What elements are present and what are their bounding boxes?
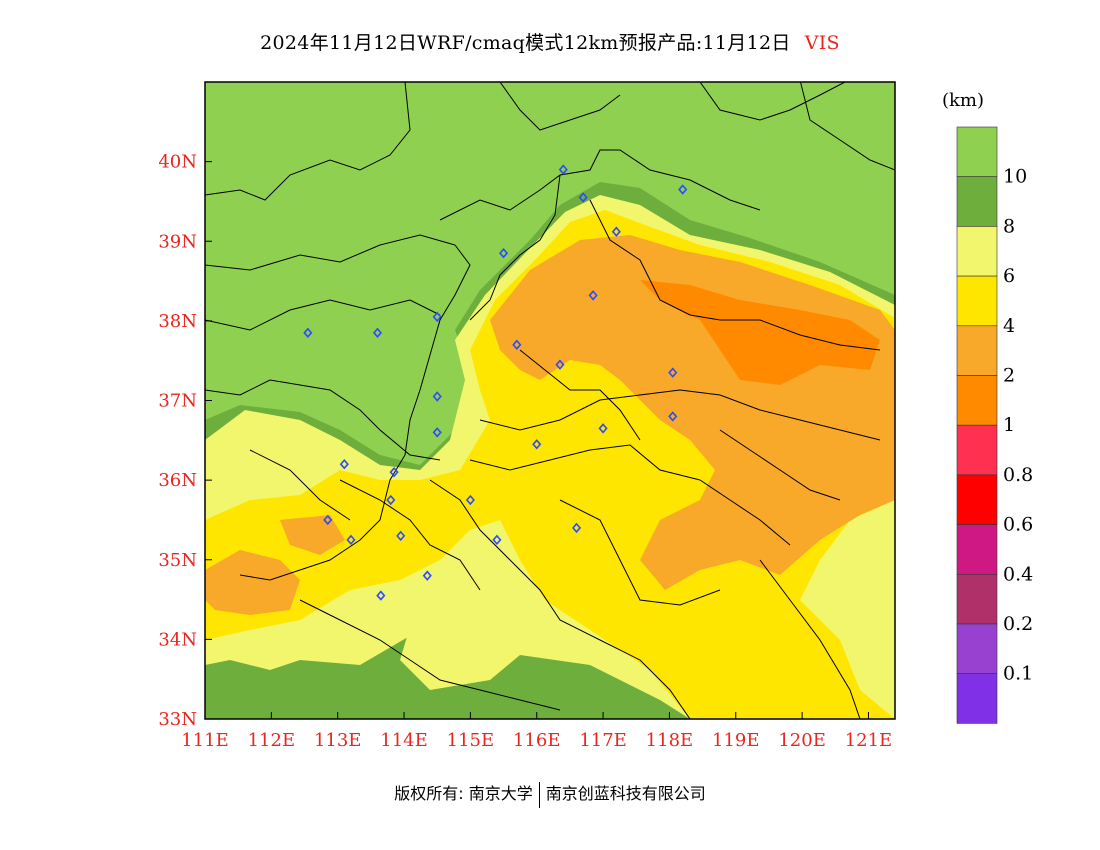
x-tick-label: 119E bbox=[712, 730, 760, 751]
station-marker bbox=[376, 590, 386, 601]
colorbar-swatch bbox=[956, 524, 998, 575]
colorbar-label: 6 bbox=[1003, 265, 1015, 287]
station-marker bbox=[323, 514, 333, 526]
title-main: 2024年11月12日WRF/cmaq模式12km预报产品:11月12日 bbox=[260, 32, 791, 54]
colorbar-label: 0.8 bbox=[1003, 464, 1033, 486]
colorbar-label: 0.1 bbox=[1003, 663, 1033, 685]
colorbar-label: 0.6 bbox=[1003, 514, 1033, 536]
station-marker bbox=[678, 184, 688, 195]
station-marker bbox=[303, 327, 313, 339]
station-marker bbox=[372, 327, 383, 339]
station-marker bbox=[386, 494, 396, 506]
y-tick-label: 39N bbox=[158, 231, 197, 252]
x-tick-label: 115E bbox=[447, 730, 495, 751]
footer-copyright: 版权所有: 南京大学 bbox=[394, 784, 533, 803]
colorbar-label: 0.4 bbox=[1003, 563, 1033, 585]
y-tick-label: 36N bbox=[158, 470, 197, 491]
x-tick-label: 120E bbox=[778, 730, 826, 751]
colorbar-label: 0.2 bbox=[1003, 613, 1033, 635]
colorbar-swatch bbox=[956, 176, 998, 227]
footer-company: 南京创蓝科技有限公司 bbox=[545, 784, 706, 803]
x-tick-label: 121E bbox=[845, 730, 893, 751]
colorbar-label: 4 bbox=[1003, 315, 1015, 337]
station-marker bbox=[571, 522, 582, 534]
colorbar-swatch bbox=[956, 375, 998, 426]
colorbar-swatch bbox=[956, 325, 998, 376]
footer: 版权所有: 南京大学 南京创蓝科技有限公司 bbox=[0, 780, 1100, 808]
station-marker bbox=[578, 192, 588, 203]
footer-separator bbox=[538, 781, 540, 808]
station-marker bbox=[432, 391, 442, 402]
colorbar-swatch bbox=[956, 573, 998, 625]
y-tick-label: 40N bbox=[158, 152, 197, 173]
colorbar-swatch bbox=[956, 226, 998, 277]
colorbar-label: 8 bbox=[1003, 215, 1015, 237]
colorbar-swatch bbox=[956, 623, 998, 675]
station-marker bbox=[432, 427, 442, 438]
colorbar-swatch bbox=[956, 673, 998, 724]
station-markers bbox=[303, 164, 688, 601]
x-tick-label: 112E bbox=[248, 730, 296, 751]
colorbar-label: 10 bbox=[1003, 166, 1027, 188]
x-tick-label: 116E bbox=[513, 730, 561, 751]
station-marker bbox=[346, 534, 356, 546]
x-tick-label: 113E bbox=[314, 730, 362, 751]
station-marker bbox=[465, 494, 475, 506]
station-marker bbox=[558, 164, 568, 175]
station-marker bbox=[611, 226, 621, 237]
colorbar-swatch bbox=[956, 126, 998, 178]
x-tick-label: 111E bbox=[181, 730, 229, 751]
station-marker bbox=[492, 534, 502, 546]
colorbar-unit: (km) bbox=[942, 90, 985, 111]
y-tick-label: 34N bbox=[158, 629, 197, 650]
x-tick-label: 117E bbox=[579, 730, 627, 751]
colorbar: 10 8 6 4 2 1 0.8 0.6 0.4 0.2 0.1 bbox=[956, 126, 1033, 724]
station-marker bbox=[389, 466, 399, 478]
y-tick-label: 35N bbox=[158, 550, 197, 571]
y-axis: 33N 34N 35N 36N 37N 38N 39N 40N bbox=[158, 152, 212, 730]
colorbar-swatch bbox=[956, 474, 998, 525]
station-marker bbox=[668, 367, 678, 378]
admin-boundaries bbox=[205, 82, 895, 719]
colorbar-swatch bbox=[956, 424, 998, 476]
station-marker bbox=[339, 458, 349, 470]
y-tick-label: 38N bbox=[158, 311, 197, 332]
title-variable: VIS bbox=[804, 32, 840, 54]
station-marker bbox=[668, 411, 678, 422]
colorbar-label: 2 bbox=[1003, 365, 1015, 387]
map-title: 2024年11月12日WRF/cmaq模式12km预报产品:11月12日 VIS bbox=[0, 28, 1100, 55]
colorbar-label: 1 bbox=[1003, 414, 1015, 436]
station-marker bbox=[422, 570, 432, 581]
station-marker bbox=[588, 290, 598, 301]
colorbar-swatch bbox=[956, 275, 998, 327]
station-marker bbox=[498, 247, 509, 259]
station-marker bbox=[598, 423, 608, 434]
visibility-field bbox=[205, 82, 895, 719]
y-tick-label: 37N bbox=[158, 391, 197, 412]
x-tick-label: 118E bbox=[646, 730, 694, 751]
x-tick-label: 114E bbox=[380, 730, 428, 751]
y-tick-label: 33N bbox=[158, 709, 197, 730]
station-marker bbox=[532, 439, 542, 450]
x-axis: 111E 112E 113E 114E 115E 116E 117E 118E 119E 120E… bbox=[181, 712, 892, 751]
station-marker bbox=[432, 311, 442, 323]
station-marker bbox=[512, 339, 522, 350]
station-marker bbox=[555, 359, 565, 370]
station-marker bbox=[396, 530, 406, 542]
